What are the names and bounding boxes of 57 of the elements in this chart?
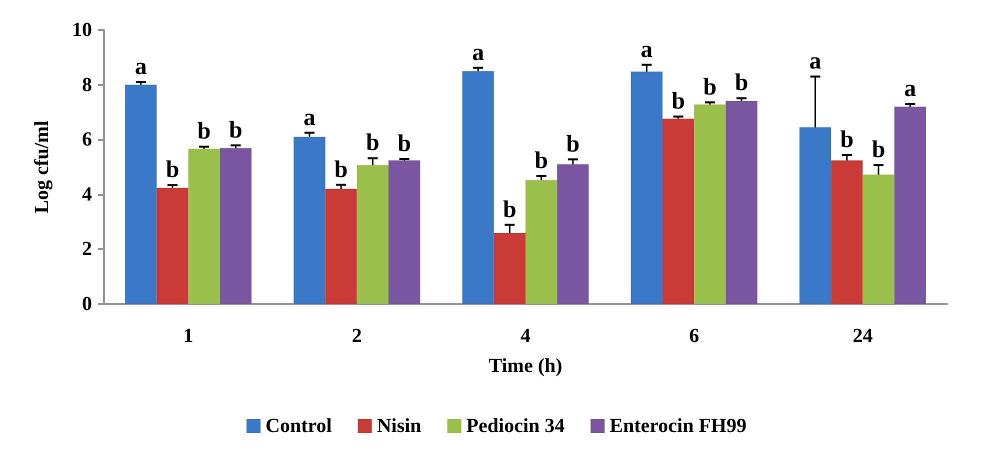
legend-label: Nisin — [376, 415, 422, 437]
data-label: b — [229, 117, 242, 144]
data-label: b — [534, 148, 548, 174]
bar — [557, 164, 589, 304]
bar — [694, 104, 726, 304]
data-label: a — [303, 104, 316, 131]
bar — [220, 148, 252, 304]
bar — [156, 188, 188, 304]
legend-label: Pediocin 34 — [466, 415, 565, 437]
bar — [325, 188, 357, 304]
y-tick-label: 8 — [82, 74, 92, 96]
data-label: b — [503, 196, 516, 223]
data-label: a — [640, 36, 653, 63]
data-label: b — [166, 157, 180, 184]
y-tick-label: 6 — [82, 128, 92, 151]
bar — [388, 160, 420, 304]
bar — [630, 72, 662, 304]
data-label: b — [566, 131, 580, 158]
data-label: a — [134, 54, 147, 80]
data-label: b — [334, 156, 348, 183]
data-label: a — [472, 40, 484, 66]
x-tick-label: 1 — [183, 325, 194, 347]
bar — [662, 118, 694, 304]
data-label: b — [703, 74, 717, 100]
data-label: a — [809, 48, 822, 75]
x-axis-title: Time (h) — [488, 355, 562, 377]
legend-label: Enterocin FH99 — [610, 415, 746, 437]
data-label: b — [734, 70, 748, 96]
y-tick-label: 2 — [82, 238, 92, 260]
bar — [494, 233, 526, 304]
bar — [294, 136, 326, 304]
data-label: b — [840, 126, 854, 153]
data-label: b — [366, 130, 380, 156]
bar — [894, 106, 926, 304]
y-tick-label: 4 — [82, 183, 92, 206]
data-label: b — [398, 131, 411, 158]
data-label: b — [672, 88, 685, 115]
bar — [831, 160, 863, 304]
bar — [462, 71, 494, 304]
bar — [526, 180, 558, 304]
data-label: b — [197, 118, 211, 145]
bar — [862, 174, 894, 304]
x-tick-label: 4 — [520, 325, 530, 347]
x-tick-label: 2 — [352, 325, 362, 347]
data-label: a — [904, 76, 916, 102]
y-tick-label: 10 — [72, 19, 92, 41]
legend-label: Control — [266, 415, 332, 437]
data-label: b — [872, 137, 886, 164]
y-tick-label: 0 — [82, 293, 92, 315]
x-tick-label: 24 — [852, 325, 873, 347]
bar — [726, 100, 758, 304]
bar — [799, 127, 832, 304]
bar — [356, 165, 389, 304]
bar — [188, 148, 220, 304]
x-tick-label: 6 — [689, 325, 700, 347]
bar — [125, 84, 157, 304]
y-axis-title: Log cfu/ml — [31, 120, 53, 214]
